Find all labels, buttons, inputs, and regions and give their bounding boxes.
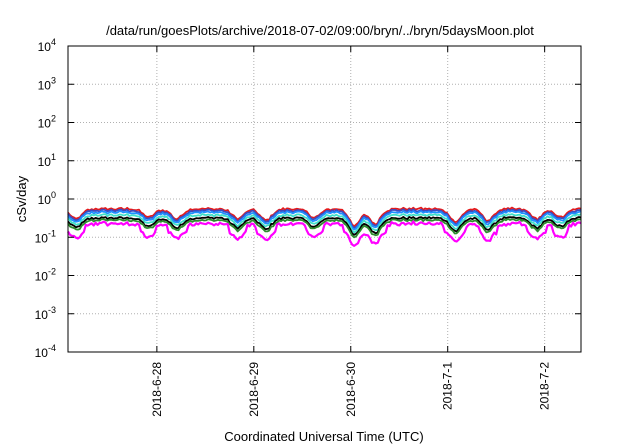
series-line-magenta [67, 220, 582, 247]
x-tick-label: 2018-7-1 [441, 362, 455, 410]
series-line-red [67, 206, 582, 228]
x-tick-label: 2018-6-29 [247, 362, 261, 417]
y-tick-label: 103 [38, 75, 56, 92]
chart-title: /data/run/goesPlots/archive/2018-07-02/0… [106, 23, 534, 38]
x-tick-label: 2018-7-2 [538, 362, 552, 410]
y-tick-label: 10-1 [35, 228, 56, 245]
series-line-black [67, 215, 582, 236]
plot-frame [67, 45, 582, 353]
grid-lines [68, 46, 581, 352]
y-tick-label: 10-3 [35, 305, 56, 322]
x-axis: 2018-6-28 2018-6-29 2018-6-30 2018-7-1 2018-… [150, 46, 552, 417]
y-tick-label: 10-2 [35, 267, 56, 284]
x-axis-title: Coordinated Universal Time (UTC) [224, 429, 423, 444]
y-axis: 104 103 102 101 100 10-1 10-2 10-3 10-4 [35, 37, 581, 360]
y-tick-label: 101 [38, 152, 56, 169]
series-lines [67, 206, 582, 247]
y-axis-title: cSv/day [14, 175, 29, 222]
y-tick-label: 104 [38, 37, 56, 54]
series-line-blue [67, 208, 582, 229]
x-tick-label: 2018-6-28 [150, 362, 164, 417]
series-line-green [67, 217, 582, 239]
y-tick-label: 10-4 [35, 343, 56, 360]
series-line-steelblue [67, 210, 582, 231]
y-tick-label: 102 [38, 114, 56, 131]
y-tick-label: 100 [38, 190, 56, 207]
x-tick-label: 2018-6-30 [344, 362, 358, 417]
series-line-aqua [67, 213, 582, 234]
